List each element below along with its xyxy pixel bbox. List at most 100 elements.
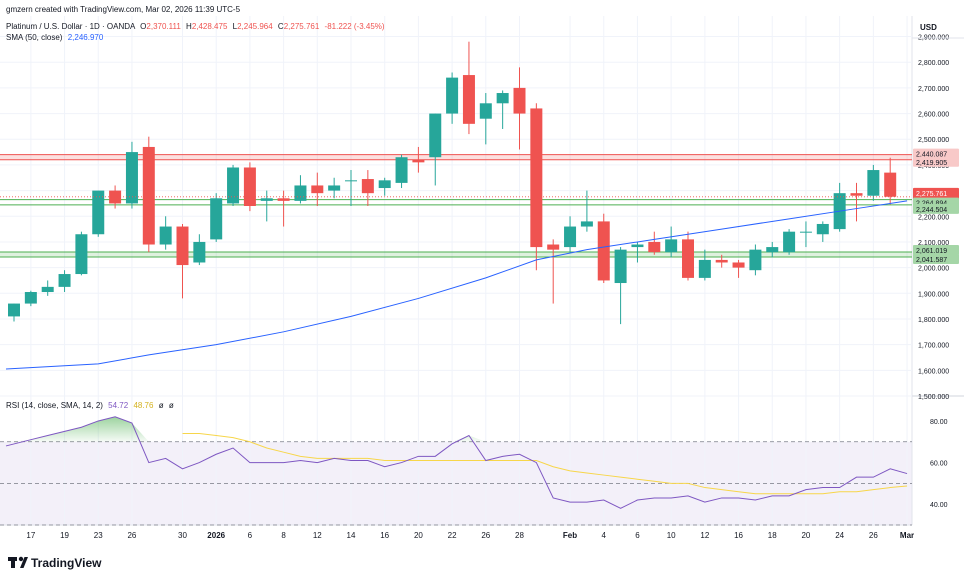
candle[interactable]	[142, 136, 155, 253]
candle[interactable]	[227, 164, 240, 206]
candle[interactable]	[24, 290, 37, 307]
candle[interactable]	[513, 67, 526, 150]
candle[interactable]	[799, 221, 812, 248]
change-value: -81.222 (-3.45%)	[325, 22, 385, 31]
time-tick-label: 6	[248, 531, 253, 540]
price-tick-label: 2,100.000	[918, 240, 949, 247]
candle-body	[412, 159, 425, 163]
candle[interactable]	[496, 90, 509, 129]
candle[interactable]	[446, 72, 459, 124]
candle-body	[766, 247, 779, 253]
candle[interactable]	[109, 185, 122, 209]
time-tick-label: 8	[281, 531, 286, 540]
candle[interactable]	[260, 190, 273, 222]
candle[interactable]	[783, 229, 796, 255]
rsi-legend[interactable]: RSI (14, close, SMA, 14, 2) 54.72 48.76 …	[6, 401, 174, 410]
time-tick-label: 16	[380, 531, 389, 540]
candle-body	[530, 108, 543, 248]
candle[interactable]	[125, 141, 138, 209]
candle-body	[547, 244, 560, 250]
candle-body	[648, 241, 661, 253]
candle[interactable]	[210, 193, 223, 242]
candle[interactable]	[665, 226, 678, 258]
candle-body	[243, 167, 256, 206]
candle[interactable]	[547, 239, 560, 304]
time-tick-label: 12	[700, 531, 709, 540]
candle[interactable]	[462, 41, 475, 135]
candle-body	[749, 249, 762, 271]
candle[interactable]	[176, 223, 189, 299]
candle[interactable]	[648, 231, 661, 255]
candle[interactable]	[311, 172, 324, 206]
candle-body	[783, 231, 796, 253]
candle[interactable]	[412, 146, 425, 173]
candle-body	[816, 223, 829, 235]
candle-body	[227, 167, 240, 204]
time-tick-label: 26	[127, 531, 136, 540]
candle[interactable]	[597, 213, 610, 284]
candle[interactable]	[884, 157, 897, 205]
candle[interactable]	[766, 241, 779, 258]
candle[interactable]	[530, 103, 543, 271]
rsi-value: 54.72	[108, 401, 129, 410]
candle-body	[462, 75, 475, 124]
candle[interactable]	[361, 170, 374, 206]
price-tag-bg	[913, 156, 959, 167]
time-tick-label: 16	[734, 531, 743, 540]
candle[interactable]	[159, 216, 172, 250]
candles[interactable]	[8, 41, 897, 325]
candle[interactable]	[564, 216, 577, 253]
level-zone	[0, 154, 912, 160]
candle[interactable]	[479, 93, 492, 145]
candle-body	[92, 190, 105, 235]
price-axis-ticks[interactable]: 1,500.000 1,600.000 1,700.000 1,800.000 1,90…	[918, 35, 949, 510]
candle[interactable]	[345, 170, 357, 206]
currency-label[interactable]: USD	[920, 23, 937, 32]
candle[interactable]	[429, 113, 442, 186]
time-tick-label: 6	[635, 531, 640, 540]
candle[interactable]	[395, 154, 408, 189]
candle[interactable]	[749, 244, 762, 276]
candle[interactable]	[378, 177, 391, 196]
candle[interactable]	[614, 247, 627, 325]
candle[interactable]	[698, 249, 711, 281]
tradingview-logo[interactable]: TradingView	[8, 556, 102, 570]
candle[interactable]	[631, 241, 644, 263]
candle-body	[311, 185, 324, 194]
time-tick-label: Mar	[900, 531, 914, 540]
candle-body	[260, 198, 273, 201]
candle[interactable]	[580, 190, 593, 232]
price-tag-label: 2,061.019	[916, 248, 947, 255]
candle-body	[41, 286, 54, 293]
candle[interactable]	[92, 190, 105, 237]
candle[interactable]	[816, 221, 829, 242]
candle[interactable]	[850, 182, 863, 222]
candle[interactable]	[277, 190, 290, 227]
candle[interactable]	[58, 270, 71, 293]
candle[interactable]	[732, 259, 745, 278]
candle-body	[109, 190, 122, 204]
price-tick-label: 1,800.000	[918, 317, 949, 324]
sma-legend[interactable]: SMA (50, close) 2,246.970	[6, 33, 104, 42]
candle[interactable]	[682, 231, 694, 281]
rsi-tick-label: 80.00	[930, 419, 948, 426]
time-tick-label: 20	[801, 531, 810, 540]
candle[interactable]	[8, 303, 20, 322]
price-tag-bg	[913, 244, 959, 255]
time-axis-ticks[interactable]: 17 19 23 26 30 2026 6 8 12 14 16 20 22 26 28 Feb 4 6 10 12 1…	[26, 531, 914, 540]
low-value: 2,245.964	[237, 22, 273, 31]
candle[interactable]	[193, 234, 206, 266]
candle[interactable]	[41, 280, 54, 296]
candle[interactable]	[715, 254, 728, 268]
time-tick-label: 23	[94, 531, 103, 540]
candle[interactable]	[867, 164, 880, 201]
candle[interactable]	[243, 162, 256, 212]
candle[interactable]	[75, 231, 88, 276]
price-tick-label: 1,600.000	[918, 368, 949, 375]
price-pane[interactable]	[0, 16, 912, 396]
candle[interactable]	[328, 177, 341, 199]
price-tags: 2,440.0872,419.9052,275.76105:21:002,264…	[0, 148, 959, 264]
price-tag-label: 2,041.587	[916, 257, 947, 264]
symbol-title: Platinum / U.S. Dollar · 1D · OANDA	[6, 22, 136, 31]
